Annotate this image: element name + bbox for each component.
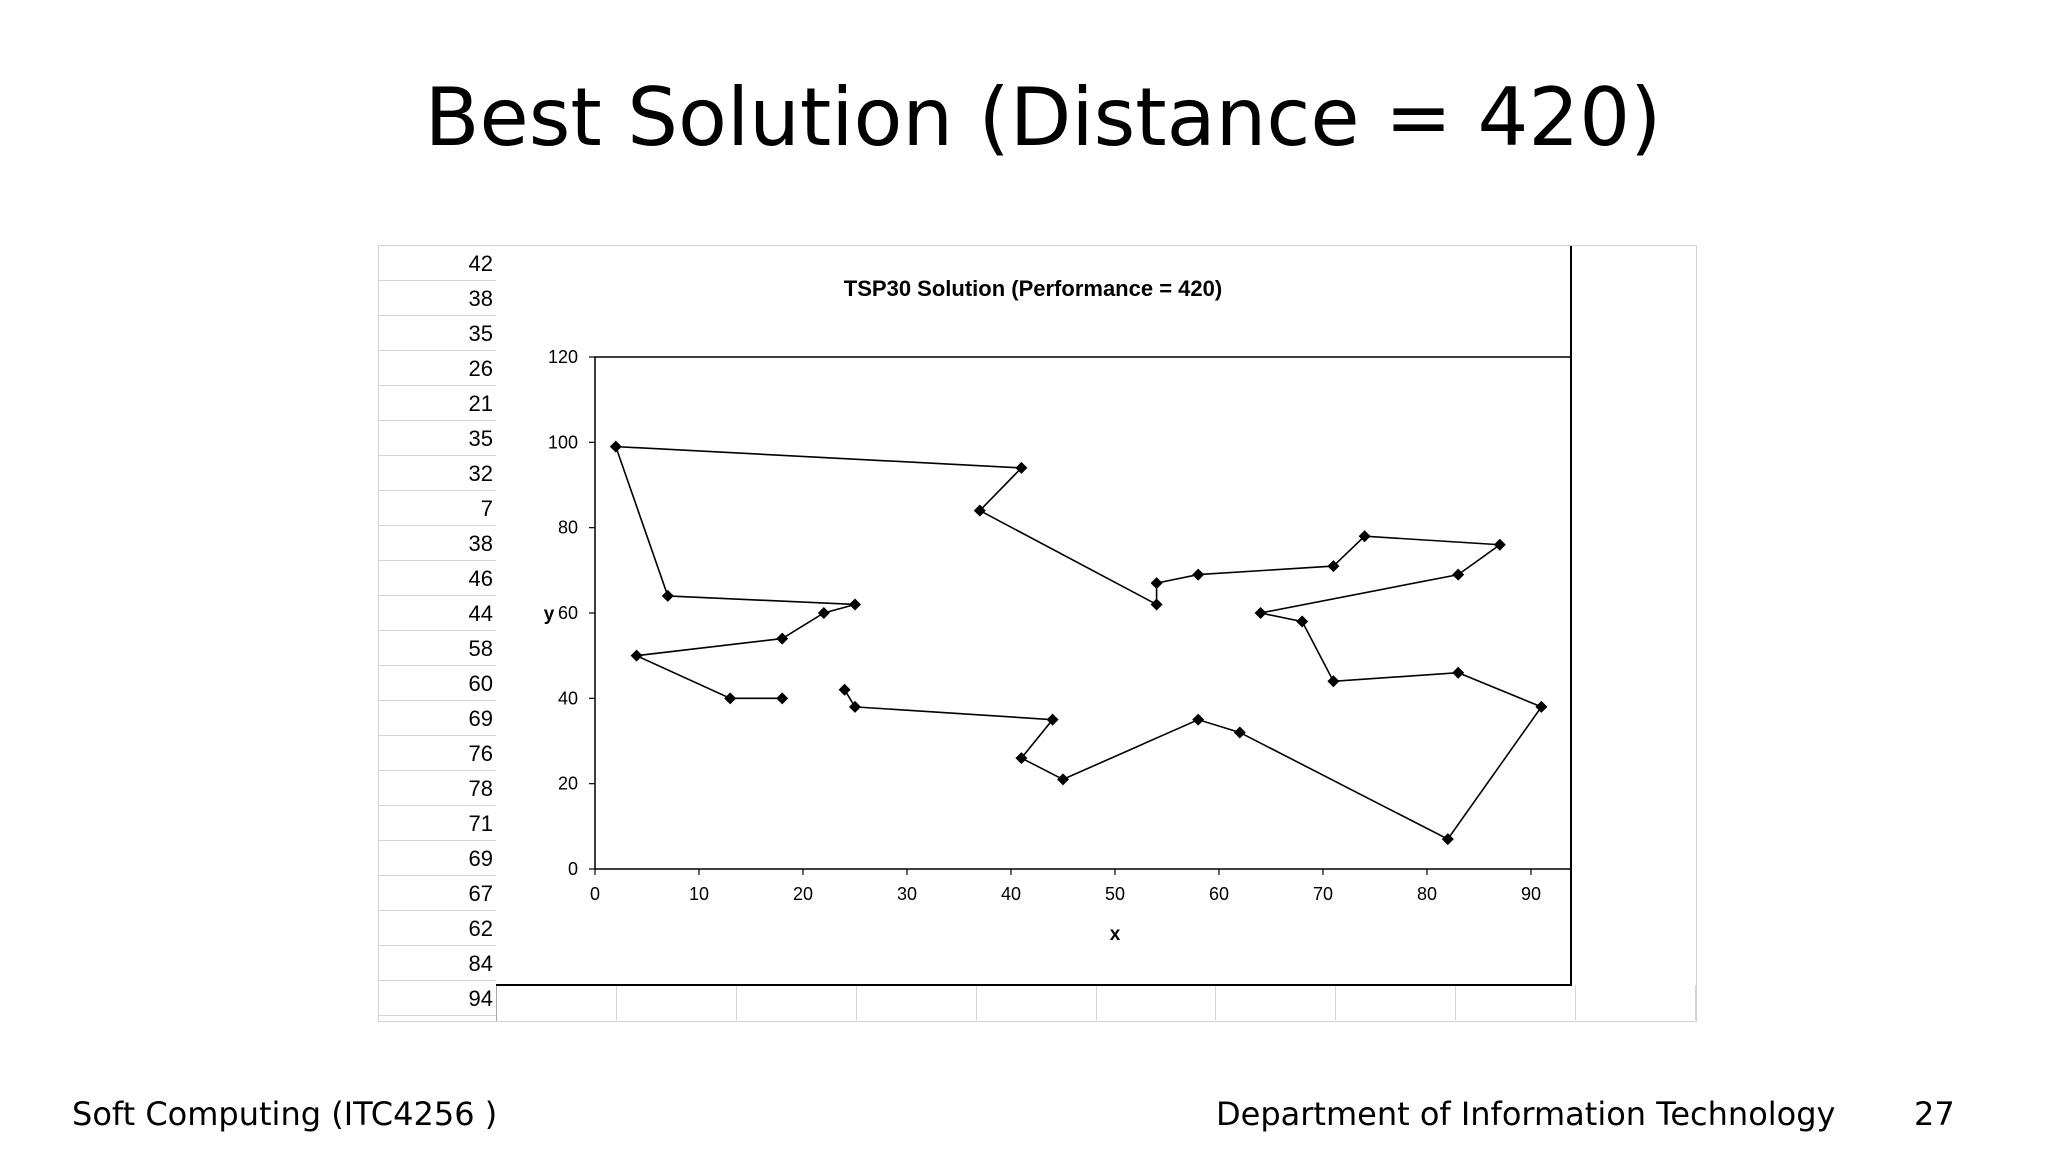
footer-course: Soft Computing (ITC4256 ) — [72, 1095, 498, 1133]
y-axis-label: y — [544, 604, 555, 625]
city-point-marker — [973, 504, 986, 517]
y-tick-label: 20 — [558, 774, 578, 794]
x-tick-label: 40 — [1001, 884, 1021, 904]
chart-title: TSP30 Solution (Performance = 420) — [843, 276, 1223, 301]
row-value: 21 — [379, 386, 496, 421]
grid-cell — [1456, 985, 1577, 1020]
city-point-marker — [838, 683, 851, 696]
row-value: 35 — [379, 316, 496, 351]
tsp-route-plot: 0102030405060708090100020406080100120xy — [544, 347, 1570, 945]
row-value: 46 — [379, 561, 496, 596]
grid-cell — [737, 985, 857, 1020]
spreadsheet-column: 42 38 35 26 21 35 32 7 38 46 44 58 60 69 76 78 71 69 67 62 8… — [379, 246, 497, 1021]
row-value: 76 — [379, 736, 496, 771]
row-value: 84 — [379, 946, 496, 981]
row-value: 38 — [379, 281, 496, 316]
city-point-marker — [1327, 675, 1340, 688]
city-point-marker — [1358, 530, 1371, 543]
city-point-marker — [630, 649, 643, 662]
row-value: 71 — [379, 806, 496, 841]
y-tick-label: 0 — [568, 859, 578, 879]
row-value: 42 — [379, 246, 496, 281]
row-value: 94 — [379, 981, 496, 1016]
row-value: 69 — [379, 841, 496, 876]
y-tick-label: 100 — [548, 432, 578, 452]
row-value: 26 — [379, 351, 496, 386]
city-point-marker — [724, 692, 737, 705]
spreadsheet-empty-row — [497, 985, 1697, 1020]
city-point-marker — [1296, 615, 1309, 628]
y-tick-label: 40 — [558, 688, 578, 708]
chart-area: TSP30 Solution (Performance = 420) 0 10 20… — [496, 246, 1572, 986]
y-tick-label: 120 — [548, 347, 578, 367]
city-point-marker — [1254, 607, 1267, 619]
grid-cell — [497, 985, 617, 1020]
x-tick-label: 80 — [1417, 884, 1437, 904]
row-value: 44 — [379, 596, 496, 631]
city-point-marker — [776, 692, 789, 705]
city-point-marker — [776, 632, 789, 645]
x-tick-label: 30 — [897, 884, 917, 904]
city-point-marker — [817, 607, 830, 619]
grid-cell — [1216, 985, 1337, 1020]
x-tick-label: 70 — [1313, 884, 1333, 904]
city-point-marker — [849, 598, 861, 611]
x-tick-label: 10 — [689, 884, 709, 904]
city-point-marker — [1452, 666, 1465, 679]
city-point-marker — [849, 700, 861, 713]
city-point-marker — [609, 440, 622, 453]
row-value: 78 — [379, 771, 496, 806]
grid-cell — [1097, 985, 1217, 1020]
city-point-marker — [1327, 560, 1340, 573]
x-axis-label: x — [1110, 924, 1121, 945]
row-value: 32 — [379, 456, 496, 491]
city-point-marker — [661, 589, 674, 602]
row-value: 35 — [379, 421, 496, 456]
row-value: 58 — [379, 631, 496, 666]
x-tick-label: 50 — [1105, 884, 1125, 904]
city-point-marker — [1015, 461, 1028, 474]
grid-cell — [1576, 985, 1697, 1020]
row-value: 60 — [379, 666, 496, 701]
row-value: 67 — [379, 876, 496, 911]
x-tick-label: 90 — [1521, 884, 1541, 904]
slide-title: Best Solution (Distance = 420) — [424, 71, 1662, 164]
city-point-marker — [1493, 538, 1506, 551]
spreadsheet-panel: 42 38 35 26 21 35 32 7 38 46 44 58 60 69 76 78 71 69 67 62 8… — [378, 245, 1697, 1022]
row-value: 38 — [379, 526, 496, 561]
y-tick-label: 60 — [558, 603, 578, 623]
page-number: 27 — [1914, 1095, 1955, 1133]
tour-path-line — [614, 445, 1543, 841]
grid-cell — [977, 985, 1097, 1020]
city-point-marker — [1046, 713, 1059, 726]
city-point-marker — [1192, 568, 1205, 581]
y-tick-label: 80 — [558, 518, 578, 538]
x-tick-label: 20 — [793, 884, 813, 904]
city-point-marker — [1150, 577, 1163, 590]
city-point-marker — [1192, 713, 1205, 726]
x-tick-label: 0 — [590, 884, 600, 904]
grid-cell — [857, 985, 977, 1020]
row-value: 62 — [379, 911, 496, 946]
city-point-marker — [1150, 598, 1163, 611]
row-value: 7 — [379, 491, 496, 526]
city-point-marker — [1535, 700, 1548, 713]
city-point-marker — [1015, 752, 1028, 765]
grid-cell — [1336, 985, 1457, 1020]
grid-cell — [617, 985, 737, 1020]
city-point-marker — [1057, 773, 1069, 786]
plot-frame — [594, 356, 1570, 870]
footer-department: Department of Information Technology — [1216, 1095, 1836, 1133]
city-point-marker — [1452, 568, 1465, 581]
city-point-marker — [1233, 726, 1246, 739]
city-point-marker — [1441, 833, 1454, 846]
row-value: 69 — [379, 701, 496, 736]
x-tick-label: 60 — [1209, 884, 1229, 904]
